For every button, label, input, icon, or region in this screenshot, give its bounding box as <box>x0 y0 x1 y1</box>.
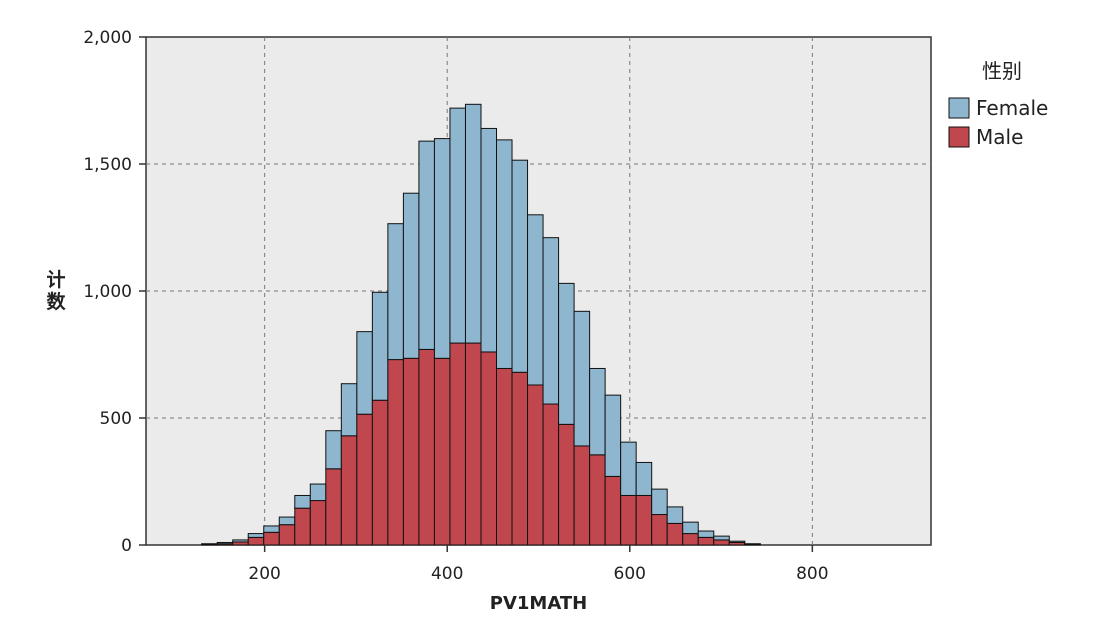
bar-male <box>713 539 730 546</box>
bar-female <box>604 394 622 477</box>
y-tick-label: 2,000 <box>83 28 132 48</box>
legend-swatch <box>948 97 970 119</box>
y-tick-label: 1,500 <box>83 155 132 175</box>
bar-male <box>604 475 622 546</box>
bar-male <box>325 468 342 546</box>
bar-female <box>558 282 575 425</box>
bar-female <box>682 521 699 535</box>
bar-female <box>263 525 280 533</box>
bar-female <box>511 159 529 373</box>
bar-male <box>309 500 327 546</box>
x-tick-label: 200 <box>248 564 280 584</box>
y-tick-label: 0 <box>121 536 132 556</box>
bar-female <box>216 541 234 545</box>
bars <box>201 103 761 546</box>
bar-female <box>278 516 296 526</box>
bar-female <box>480 127 498 353</box>
bar-female <box>620 441 637 496</box>
bar-female <box>325 430 342 470</box>
y-tick-label: 1,000 <box>83 282 132 302</box>
bar-male <box>433 357 451 546</box>
bar-male <box>589 454 606 546</box>
bar-female <box>666 506 684 524</box>
bar-male <box>573 445 591 546</box>
bar-male <box>496 367 513 546</box>
legend-label: Female <box>976 96 1048 120</box>
bar-male <box>402 357 420 546</box>
bar-male <box>480 351 498 546</box>
axes: 200 400 600 800 0 500 1,000 1,500 2,000 <box>83 28 828 584</box>
bar-female <box>496 139 513 369</box>
bar-female <box>635 461 653 496</box>
bar-female <box>527 214 544 386</box>
bar-male <box>682 533 699 546</box>
y-axis-title: 计数 <box>46 269 66 313</box>
bar-female <box>418 140 435 350</box>
x-axis-title: PV1MATH <box>490 593 587 614</box>
bar-male <box>294 507 311 546</box>
bar-male <box>511 371 529 546</box>
bar-female <box>340 383 358 437</box>
bar-male <box>651 514 668 546</box>
bar-male <box>449 342 466 546</box>
bar-male <box>635 494 653 546</box>
bar-male <box>356 413 373 546</box>
x-tick-label: 600 <box>614 564 646 584</box>
bar-male <box>247 536 265 546</box>
bar-female <box>713 535 730 541</box>
legend: 性别 Female Male <box>948 59 1048 149</box>
bar-male <box>527 384 544 546</box>
bar-male <box>340 435 358 546</box>
legend-label: Male <box>976 125 1023 149</box>
bar-female <box>201 543 218 545</box>
bar-female <box>294 494 311 509</box>
bar-female <box>387 223 404 361</box>
bar-male <box>371 399 389 546</box>
bar-male <box>620 494 637 546</box>
bar-female <box>247 533 265 538</box>
bar-female <box>728 540 746 543</box>
legend-title: 性别 <box>982 59 1022 83</box>
bar-female <box>589 367 606 456</box>
bar-female <box>402 192 420 359</box>
bar-male <box>387 359 404 546</box>
bar-male <box>542 403 560 546</box>
legend-swatch <box>948 126 970 148</box>
bar-female <box>651 488 668 516</box>
x-tick-label: 400 <box>431 564 463 584</box>
bar-male <box>278 524 296 546</box>
bar-male <box>697 536 715 546</box>
bar-male <box>464 342 482 546</box>
bar-female <box>433 138 451 359</box>
bar-female <box>356 331 373 415</box>
bar-female <box>371 291 389 401</box>
bar-female <box>464 103 482 344</box>
bar-female <box>744 543 761 545</box>
bar-female <box>232 539 249 543</box>
y-tick-label: 500 <box>100 409 132 429</box>
x-tick-label: 800 <box>796 564 828 584</box>
bar-female <box>309 483 327 502</box>
bar-female <box>697 530 715 538</box>
bar-female <box>542 237 560 405</box>
bar-male <box>558 423 575 546</box>
bar-female <box>449 107 466 344</box>
bar-male <box>263 531 280 546</box>
bar-male <box>418 348 435 546</box>
bar-female <box>573 310 591 447</box>
bar-male <box>666 522 684 546</box>
